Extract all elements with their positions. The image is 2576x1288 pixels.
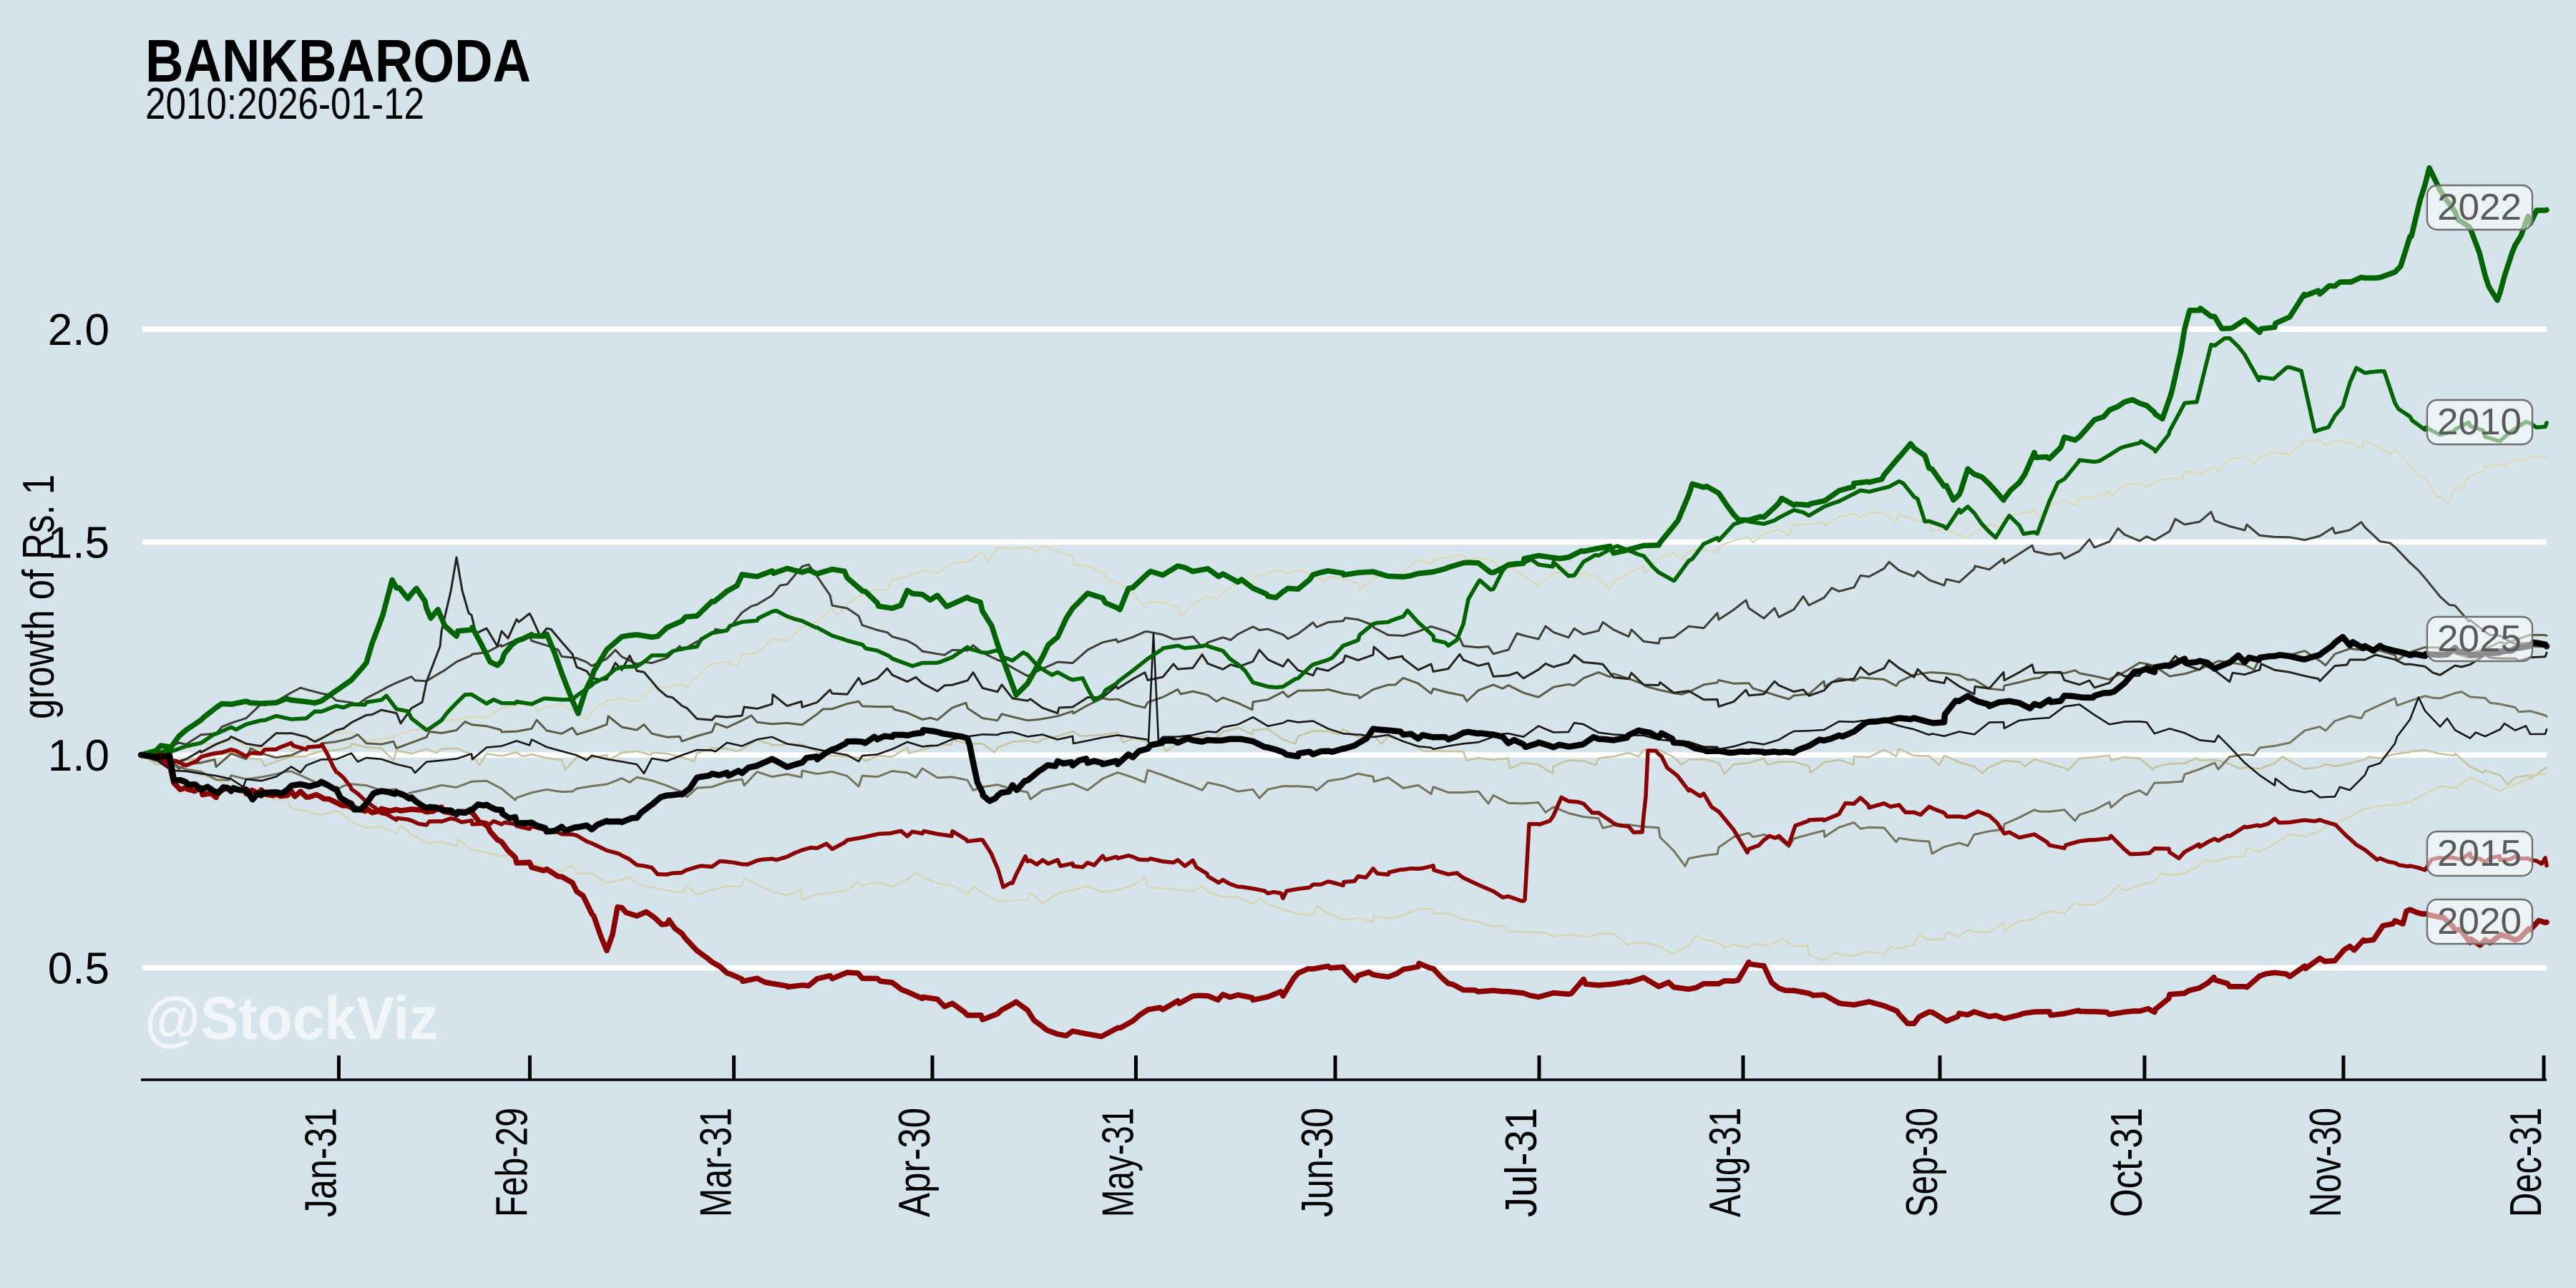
- svg-text:1.5: 1.5: [48, 519, 109, 568]
- svg-text:Jun-30: Jun-30: [1293, 1108, 1342, 1217]
- svg-text:1.0: 1.0: [48, 731, 109, 781]
- svg-text:Apr-30: Apr-30: [890, 1108, 940, 1217]
- svg-text:@StockViz: @StockViz: [145, 985, 438, 1052]
- svg-text:Feb-29: Feb-29: [487, 1108, 537, 1217]
- svg-text:2025: 2025: [2437, 618, 2522, 660]
- svg-text:2010: 2010: [2437, 401, 2522, 443]
- svg-text:May-31: May-31: [1093, 1108, 1143, 1217]
- svg-text:0.5: 0.5: [48, 945, 109, 994]
- svg-text:Aug-31: Aug-31: [1701, 1108, 1750, 1217]
- svg-text:Dec-31: Dec-31: [2502, 1108, 2551, 1217]
- svg-text:Sep-30: Sep-30: [1898, 1108, 1947, 1217]
- svg-text:2.0: 2.0: [48, 306, 109, 355]
- svg-text:Jul-31: Jul-31: [1497, 1108, 1546, 1217]
- svg-text:growth of Rs. 1: growth of Rs. 1: [14, 474, 64, 719]
- svg-text:2020: 2020: [2437, 901, 2522, 942]
- svg-text:Jan-31: Jan-31: [297, 1108, 346, 1217]
- svg-text:Nov-30: Nov-30: [2301, 1108, 2351, 1217]
- svg-text:Oct-31: Oct-31: [2102, 1108, 2152, 1217]
- svg-text:2015: 2015: [2437, 833, 2522, 874]
- svg-text:BANKBARODA: BANKBARODA: [145, 27, 531, 94]
- svg-text:2022: 2022: [2437, 187, 2522, 228]
- svg-text:Mar-31: Mar-31: [692, 1108, 741, 1217]
- svg-text:2010:2026-01-12: 2010:2026-01-12: [145, 79, 424, 129]
